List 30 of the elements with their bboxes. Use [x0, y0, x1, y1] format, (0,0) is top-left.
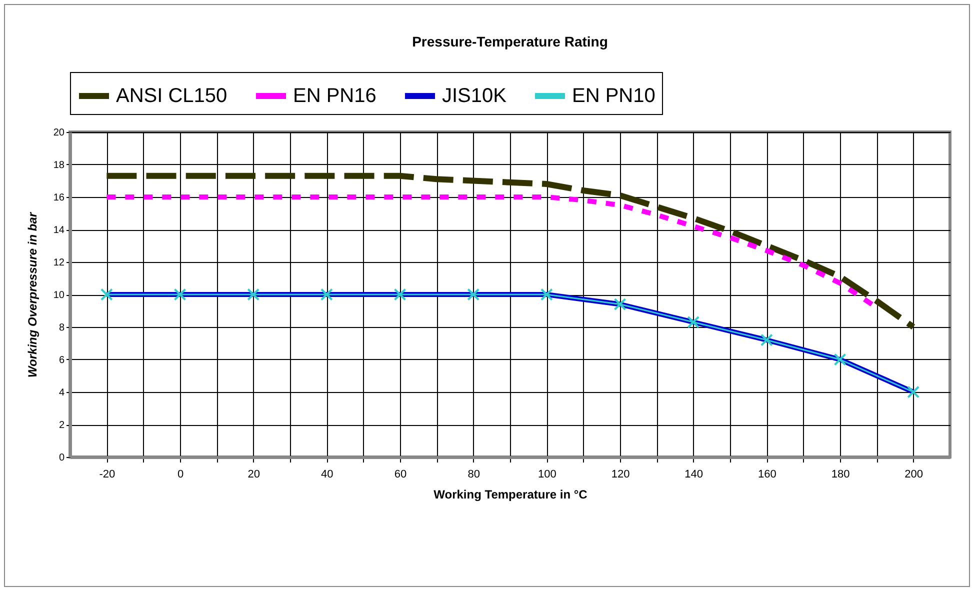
y-tick-label: 18	[53, 160, 65, 171]
legend-label: JIS10K	[442, 85, 508, 107]
y-tick-label: 4	[58, 388, 65, 398]
x-tick-label: 60	[394, 468, 407, 480]
legend-label: ANSI CL150	[116, 85, 228, 107]
x-tick-label: 100	[538, 468, 556, 480]
legend-label: EN PN16	[293, 85, 376, 107]
y-tick-label: 14	[53, 225, 65, 236]
y-tick-label: 0	[58, 452, 65, 464]
y-axis-title: Working Overpressure in bar	[25, 211, 40, 378]
y-tick-label: 6	[58, 355, 65, 366]
x-tick-label: 140	[684, 468, 704, 480]
y-tick-label: 10	[53, 290, 65, 301]
y-tick-label: 20	[53, 128, 65, 138]
x-tick-label: 160	[758, 468, 776, 480]
y-tick-label: 2	[58, 420, 65, 431]
x-tick-label: 200	[904, 468, 924, 480]
x-tick-label: 20	[248, 468, 260, 480]
x-tick-label: 0	[177, 468, 184, 480]
y-tick-label: 12	[53, 258, 65, 268]
y-tick-label: 8	[58, 322, 65, 334]
x-tick-label: 80	[468, 468, 480, 480]
chart-title: Pressure-Temperature Rating	[412, 34, 608, 50]
x-axis-title: Working Temperature in °C	[434, 488, 588, 502]
x-tick-label: -20	[99, 468, 116, 480]
x-tick-label: 120	[611, 468, 630, 480]
x-tick-label: 40	[321, 468, 334, 480]
legend-label: EN PN10	[572, 85, 656, 107]
y-tick-label: 16	[53, 192, 65, 204]
x-tick-label: 180	[831, 468, 850, 480]
